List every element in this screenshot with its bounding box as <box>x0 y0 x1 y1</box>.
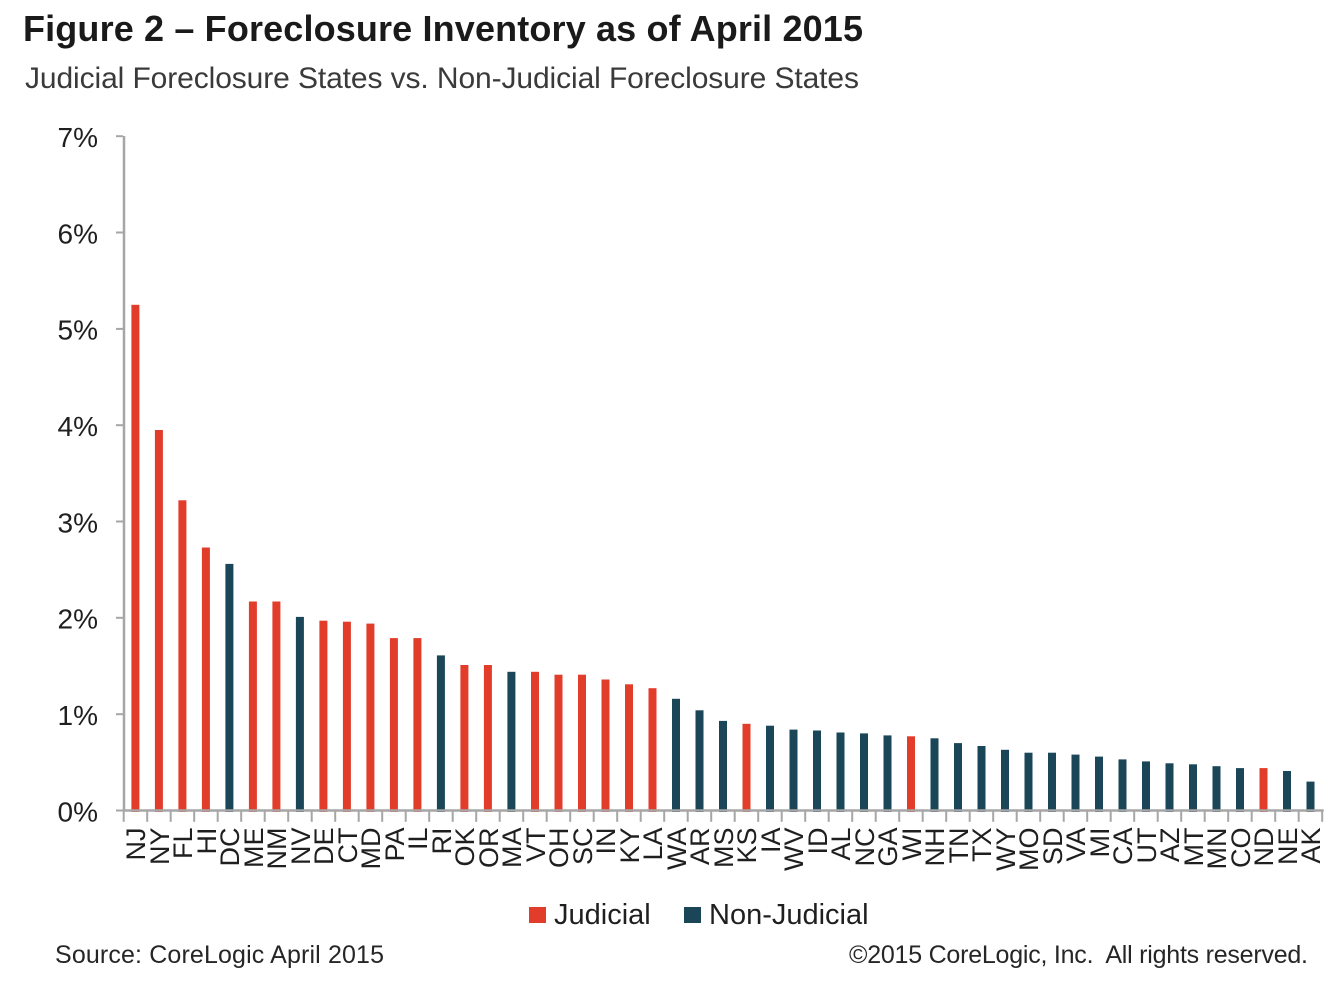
svg-text:VA: VA <box>1061 828 1091 862</box>
svg-text:IN: IN <box>591 828 621 855</box>
svg-text:NM: NM <box>262 828 292 870</box>
svg-text:IA: IA <box>756 828 786 854</box>
svg-text:NV: NV <box>286 828 316 866</box>
svg-text:OR: OR <box>474 828 504 869</box>
svg-text:DC: DC <box>215 828 245 867</box>
svg-text:TX: TX <box>967 828 997 863</box>
svg-text:ID: ID <box>803 828 833 855</box>
svg-text:WI: WI <box>897 828 927 861</box>
svg-text:CT: CT <box>333 828 363 864</box>
svg-text:GA: GA <box>873 828 903 867</box>
svg-text:PA: PA <box>380 828 410 862</box>
svg-text:MI: MI <box>1085 828 1115 858</box>
svg-text:7%: 7% <box>58 122 98 153</box>
svg-text:MN: MN <box>1202 828 1232 870</box>
svg-text:Non-Judicial: Non-Judicial <box>709 899 869 931</box>
svg-text:FL: FL <box>168 828 198 860</box>
svg-text:1%: 1% <box>58 700 98 731</box>
svg-text:Judicial: Judicial <box>554 899 651 931</box>
svg-text:CO: CO <box>1226 828 1256 869</box>
svg-text:0%: 0% <box>58 796 98 827</box>
svg-text:NJ: NJ <box>121 828 151 861</box>
svg-text:AK: AK <box>1296 828 1326 864</box>
svg-text:Judicial Foreclosure States vs: Judicial Foreclosure States vs. Non-Judi… <box>25 62 859 95</box>
svg-text:DE: DE <box>309 828 339 866</box>
svg-text:TN: TN <box>944 828 974 864</box>
svg-text:UT: UT <box>1132 828 1162 864</box>
svg-text:2%: 2% <box>58 604 98 635</box>
svg-text:MO: MO <box>1014 828 1044 872</box>
svg-text:KY: KY <box>615 828 645 864</box>
svg-text:HI: HI <box>192 828 222 855</box>
svg-text:Source: CoreLogic April 2015: Source: CoreLogic April 2015 <box>55 941 384 969</box>
svg-text:IL: IL <box>403 828 433 851</box>
svg-text:VT: VT <box>521 828 551 863</box>
svg-text:4%: 4% <box>58 411 98 442</box>
svg-text:LA: LA <box>638 828 668 861</box>
svg-text:KS: KS <box>732 828 762 864</box>
svg-text:MD: MD <box>356 828 386 870</box>
svg-text:OH: OH <box>544 828 574 869</box>
svg-text:©2015 CoreLogic, Inc. All rig: ©2015 CoreLogic, Inc. All rights reserve… <box>849 941 1308 969</box>
svg-text:NC: NC <box>850 828 880 867</box>
svg-text:NH: NH <box>920 828 950 867</box>
svg-text:NY: NY <box>145 828 175 866</box>
svg-text:MS: MS <box>709 828 739 869</box>
svg-text:SC: SC <box>568 828 598 866</box>
svg-text:MT: MT <box>1179 828 1209 867</box>
svg-text:AL: AL <box>826 828 856 861</box>
svg-text:6%: 6% <box>58 218 98 249</box>
svg-text:ND: ND <box>1249 828 1279 867</box>
svg-text:WV: WV <box>779 828 809 872</box>
svg-text:WA: WA <box>662 828 692 871</box>
svg-text:AZ: AZ <box>1155 828 1185 863</box>
svg-text:MA: MA <box>497 828 527 869</box>
svg-text:RI: RI <box>427 828 457 855</box>
svg-text:WY: WY <box>991 828 1021 872</box>
svg-text:SD: SD <box>1038 828 1068 866</box>
svg-text:3%: 3% <box>58 507 98 538</box>
svg-text:CA: CA <box>1108 828 1138 866</box>
svg-text:Figure 2 – Foreclosure Invento: Figure 2 – Foreclosure Inventory as of A… <box>23 8 863 49</box>
svg-text:ME: ME <box>239 828 269 869</box>
svg-text:OK: OK <box>450 828 480 867</box>
svg-text:5%: 5% <box>58 315 98 346</box>
svg-text:AR: AR <box>685 828 715 866</box>
svg-text:NE: NE <box>1273 828 1303 866</box>
